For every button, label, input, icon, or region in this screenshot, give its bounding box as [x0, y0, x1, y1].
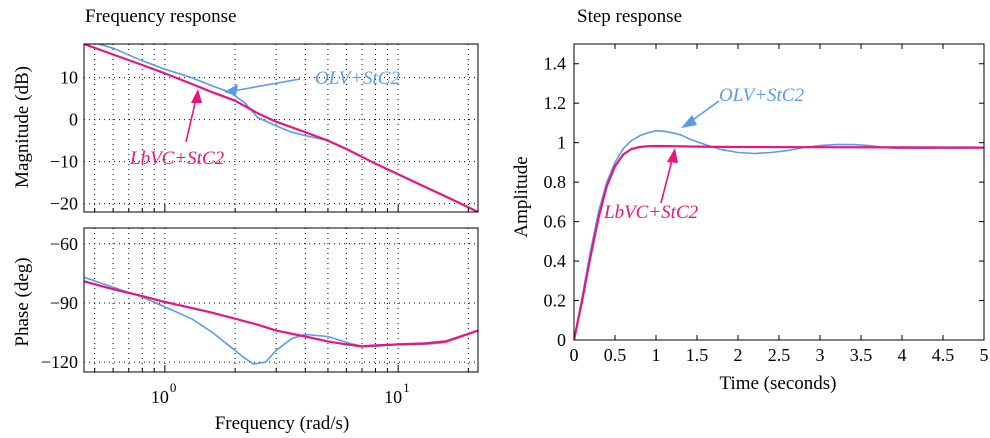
- amplitude-tick-label: 0.6: [544, 212, 567, 232]
- lbvc-annotation: LbVC+StC2: [129, 148, 225, 169]
- magnitude-ytick-label: −10: [50, 152, 78, 172]
- time-tick-label: 1.5: [686, 345, 709, 365]
- olv-arrow-line: [232, 78, 301, 92]
- amplitude-tick-label: 0.2: [544, 291, 567, 311]
- magnitude-ylabel: Magnitude (dB): [12, 66, 33, 188]
- frequency-xtick-exponent: 0: [170, 380, 177, 395]
- amplitude-ylabel: Amplitude: [511, 156, 532, 237]
- magnitude-ytick-label: 10: [60, 68, 78, 88]
- time-tick-label: 4.5: [932, 345, 955, 365]
- time-tick-label: 3.5: [850, 345, 873, 365]
- phase-frame: [83, 227, 479, 373]
- lbvc-arrow-line: [185, 98, 197, 143]
- step-title: Step response: [577, 6, 682, 27]
- lbvc-arrow-head: [191, 89, 202, 103]
- time-tick-label: 1: [652, 345, 661, 365]
- frequency-xtick-label: 10: [151, 387, 169, 407]
- phase-plot: Phase (deg) Frequency (rad/s) −60 −90 −120…: [12, 227, 479, 434]
- phase-ytick-label: −120: [41, 352, 78, 372]
- step-lbvc-stc2-line: [574, 144, 984, 340]
- time-tick-label: 0.5: [604, 345, 627, 365]
- time-tick-label: 4: [898, 345, 907, 365]
- step-olv-stc2-line: [574, 130, 984, 340]
- magnitude-frame: [83, 43, 479, 213]
- magnitude-ytick-label: −20: [50, 194, 78, 214]
- olv-arrow-head: [224, 84, 238, 96]
- time-tick-label: 2.5: [768, 345, 791, 365]
- magnitude-annotations: OLV+StC2 LbVC+StC2: [129, 68, 400, 169]
- step-lbvc-annotation: LbVC+StC2: [603, 202, 699, 223]
- olv-stc2-line: [84, 276, 478, 365]
- amplitude-tick-label: 0.4: [544, 251, 567, 271]
- step-lbvc-arrow-head: [667, 148, 678, 163]
- step-plot: Amplitude Time (seconds) 0 0.5 1 1.5 2 2.5 3 3.…: [511, 43, 989, 394]
- step-olv-arrow-head: [681, 115, 697, 128]
- time-tick-label: 3: [816, 345, 825, 365]
- magnitude-plot: Magnitude (dB) 10 0 −10 −20: [12, 43, 479, 214]
- phase-ytick-label: −90: [50, 293, 78, 313]
- amplitude-tick-label: 0.8: [544, 172, 567, 192]
- step-olv-arrow-line: [689, 100, 720, 123]
- lbvc-stc2-line: [84, 44, 478, 212]
- bode-title: Frequency response: [85, 6, 236, 27]
- phase-ylabel: Phase (deg): [12, 257, 33, 346]
- step-olv-annotation: OLV+StC2: [719, 85, 804, 106]
- amplitude-tick-label: 1: [557, 133, 566, 153]
- olv-annotation: OLV+StC2: [315, 68, 400, 89]
- frequency-xtick-label: 10: [384, 387, 402, 407]
- magnitude-ytick-label: 0: [69, 110, 78, 130]
- phase-ytick-label: −60: [50, 234, 78, 254]
- time-tick-label: 2: [734, 345, 743, 365]
- amplitude-tick-label: 1.2: [544, 93, 567, 113]
- time-xlabel: Time (seconds): [720, 373, 837, 394]
- lbvc-stc2-line: [84, 280, 478, 348]
- time-tick-label: 0: [570, 345, 579, 365]
- amplitude-tick-label: 1.4: [544, 54, 567, 74]
- amplitude-tick-label: 0: [557, 330, 566, 350]
- step-lbvc-arrow-line: [660, 159, 673, 204]
- frequency-xtick-exponent: 1: [403, 380, 410, 395]
- frequency-xlabel: Frequency (rad/s): [215, 413, 350, 434]
- step-annotations: OLV+StC2 LbVC+StC2: [603, 85, 804, 223]
- time-tick-label: 5: [980, 345, 989, 365]
